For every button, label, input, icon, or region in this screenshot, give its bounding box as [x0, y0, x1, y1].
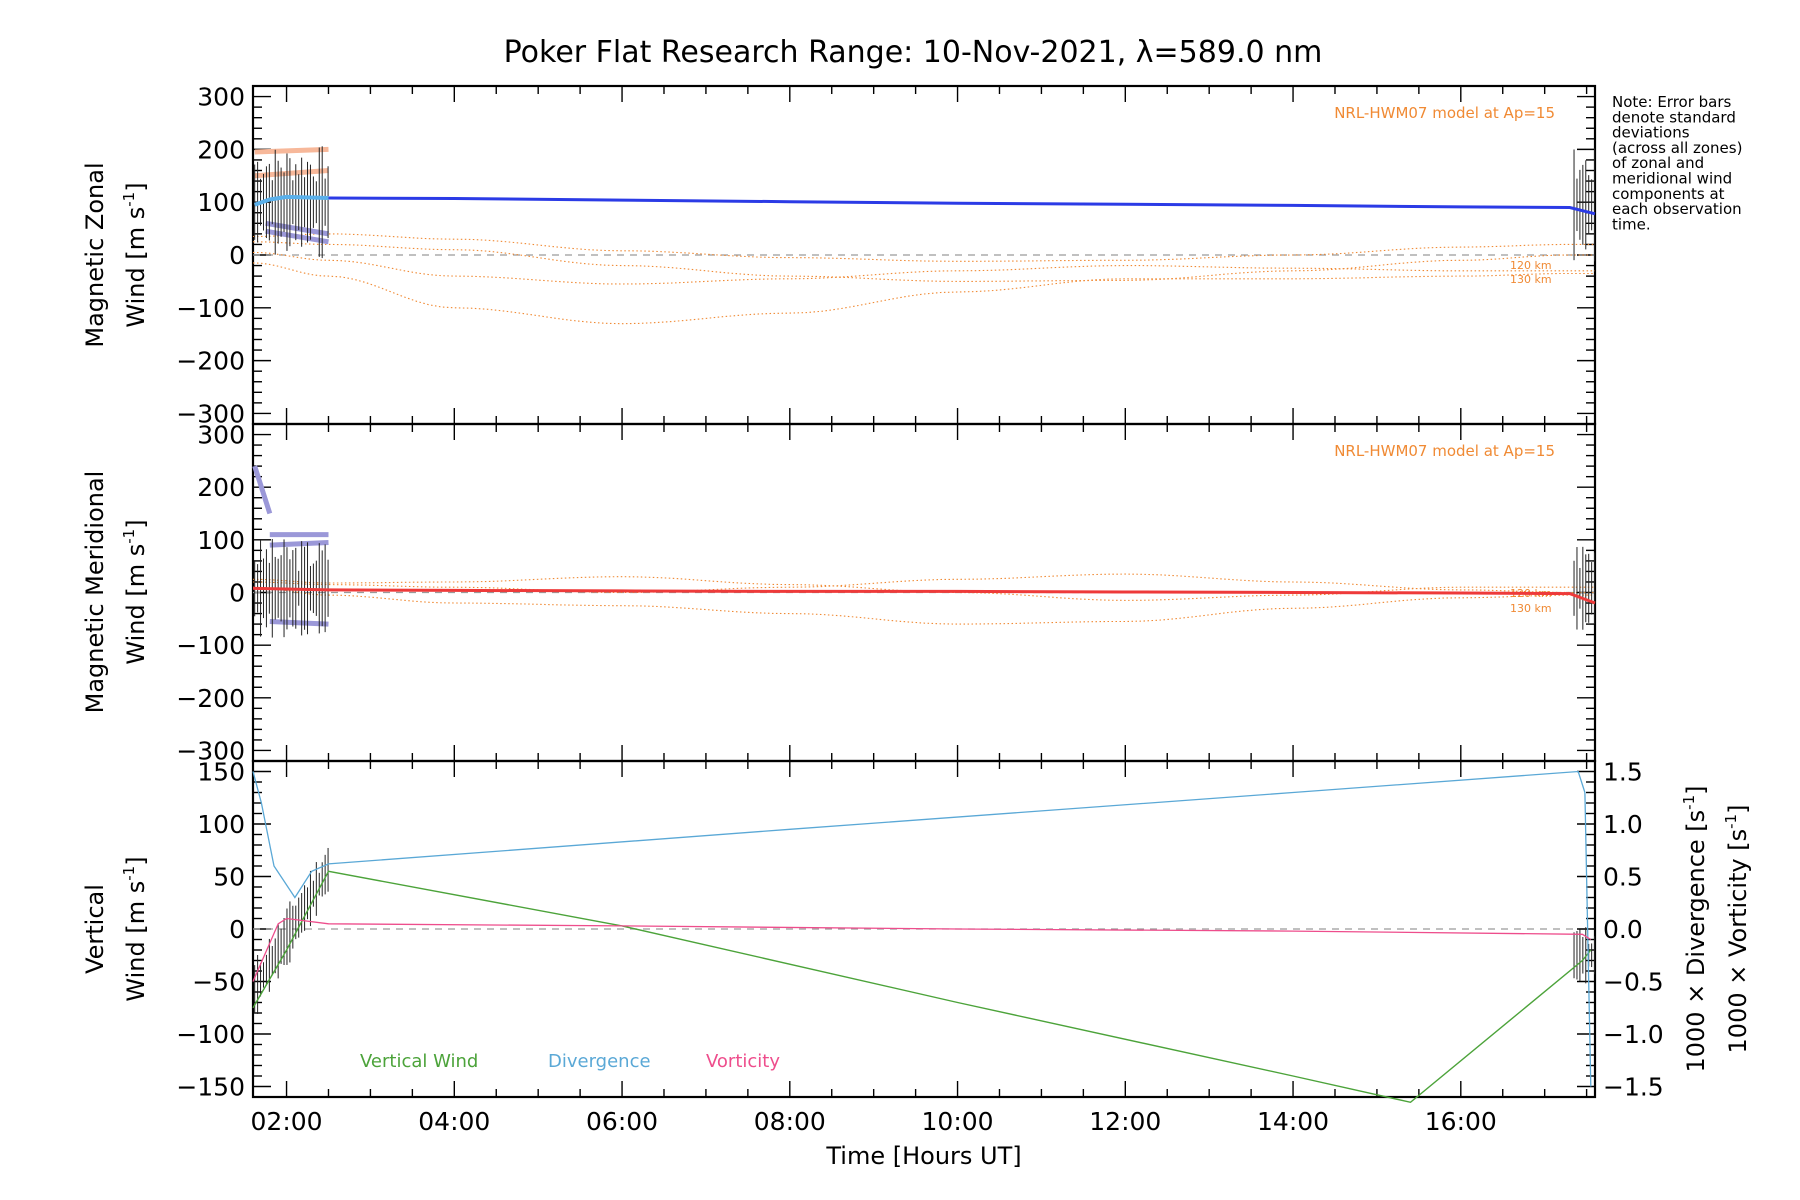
y-tick-label: 50 [213, 863, 245, 892]
x-tick-label: 02:00 [251, 1107, 323, 1136]
note-line: denote standard [1612, 108, 1736, 126]
note-line: components at [1612, 185, 1725, 203]
zonal-model-curve [253, 233, 1595, 262]
note-line: of zonal and [1612, 154, 1704, 172]
data-series [252, 146, 1596, 1104]
x-axis-title: Time [Hours UT] [825, 1142, 1021, 1170]
legend-vorticity: Vorticity [706, 1051, 780, 1072]
y-tick-label: 300 [197, 83, 245, 112]
meridional-model-curve [252, 586, 1595, 625]
y-tick-label: 200 [197, 135, 245, 164]
zonal-ylabel-line2: Wind [m s-1] [120, 182, 150, 327]
y-tick-label: 150 [197, 758, 245, 787]
right-y-tick-label: 0.5 [1603, 863, 1643, 892]
meridional-zone-trace [269, 619, 329, 627]
note-line: time. [1612, 215, 1651, 233]
meridional-ylabel-line2: Wind [m s-1] [120, 519, 150, 664]
chart-title: Poker Flat Research Range: 10-Nov-2021, … [504, 35, 1323, 70]
vorticity-ylabel: 1000 × Vorticity [s-1] [1722, 805, 1752, 1054]
divergence-line [252, 770, 1592, 1087]
note-line: meridional wind [1612, 170, 1732, 188]
right-y-tick-label: −1.5 [1603, 1073, 1664, 1102]
y-tick-label: 100 [197, 526, 245, 555]
y-tick-label: 0 [229, 241, 245, 270]
zonal-wind-line [328, 196, 1596, 216]
x-tick-label: 08:00 [754, 1107, 826, 1136]
divergence-ylabel-text: 1000 × Divergence [s-1] [1680, 785, 1710, 1072]
x-tick-label: 10:00 [922, 1107, 994, 1136]
y-tick-label: −100 [176, 294, 245, 323]
note-line: each observation [1612, 200, 1742, 218]
y-tick-label: 0 [229, 579, 245, 608]
meridional-alt-label-130: 130 km [1510, 602, 1552, 615]
y-tick-label: 0 [229, 915, 245, 944]
meridional-model-curve [252, 576, 1595, 601]
zonal-wind-early [254, 194, 329, 207]
y-tick-label: 200 [197, 473, 245, 502]
zonal-ylabel-line1: Magnetic Zonal [81, 162, 109, 347]
right-y-tick-label: −1.0 [1603, 1020, 1664, 1049]
zonal-model-label: NRL-HWM07 model at Ap=15 [1334, 104, 1555, 122]
y-tick-label: −200 [176, 347, 245, 376]
vertical-wind-line [252, 870, 1592, 1104]
right-y-tick-label: 0.0 [1603, 915, 1643, 944]
y-tick-label: 100 [197, 810, 245, 839]
zonal-alt-label-120: 120 km [1510, 259, 1552, 272]
vertical-ylabel-line1: Vertical [81, 884, 109, 974]
y-tick-label: −100 [176, 631, 245, 660]
note-line: Note: Error bars [1612, 93, 1732, 111]
legend-vertical-wind: Vertical Wind [360, 1051, 478, 1072]
y-tick-label: −300 [176, 736, 245, 765]
zonal-zone-trace [265, 228, 329, 245]
right-y-tick-label: −0.5 [1603, 968, 1664, 997]
y-tick-label: −100 [176, 1020, 245, 1049]
x-tick-label: 06:00 [586, 1107, 658, 1136]
meridional-ylabel: Magnetic Meridional Wind [m s-1] [81, 471, 150, 714]
meridional-model-curve [253, 573, 1595, 594]
zonal-ylabel: Magnetic Zonal Wind [m s-1] [81, 162, 150, 347]
y-tick-label: −200 [176, 684, 245, 713]
meridional-model-label: NRL-HWM07 model at Ap=15 [1334, 442, 1555, 460]
y-tick-label: 300 [197, 421, 245, 450]
y-tick-label: −300 [176, 399, 245, 428]
zonal-model-curve [252, 241, 1595, 282]
vorticity-ylabel-text: 1000 × Vorticity [s-1] [1722, 805, 1752, 1054]
zonal-zone-trace [265, 220, 329, 237]
meridional-zone-trace [269, 540, 329, 548]
x-tick-label: 12:00 [1089, 1107, 1161, 1136]
vertical-ylabel-line2: Wind [m s-1] [120, 856, 150, 1001]
x-tick-label: 16:00 [1425, 1107, 1497, 1136]
meridional-ylabel-line1: Magnetic Meridional [81, 471, 109, 714]
legend-divergence: Divergence [548, 1051, 651, 1072]
note-line: deviations [1612, 124, 1690, 142]
vorticity-line [252, 917, 1592, 982]
zonal-zone-trace [254, 146, 329, 155]
right-y-tick-label: 1.5 [1603, 758, 1643, 787]
y-tick-label: 100 [197, 188, 245, 217]
y-tick-label: −150 [176, 1073, 245, 1102]
note-line: (across all zones) [1612, 139, 1742, 157]
zonal-model-curve [252, 262, 1595, 325]
zonal-alt-label-130: 130 km [1510, 273, 1552, 286]
x-tick-label: 04:00 [418, 1107, 490, 1136]
axis-ticks: 3002001000−100−200−3003002001000−100−200… [176, 83, 1663, 1136]
x-tick-label: 14:00 [1257, 1107, 1329, 1136]
meridional-zone-trace [252, 465, 273, 515]
zonal-model-curve [252, 251, 1595, 285]
divergence-ylabel: 1000 × Divergence [s-1] [1680, 785, 1710, 1072]
y-tick-label: −50 [192, 968, 245, 997]
vertical-ylabel: Vertical Wind [m s-1] [81, 856, 150, 1001]
zonal-zone-trace [254, 168, 329, 179]
right-y-tick-label: 1.0 [1603, 810, 1643, 839]
meridional-wind-line [252, 586, 1596, 605]
